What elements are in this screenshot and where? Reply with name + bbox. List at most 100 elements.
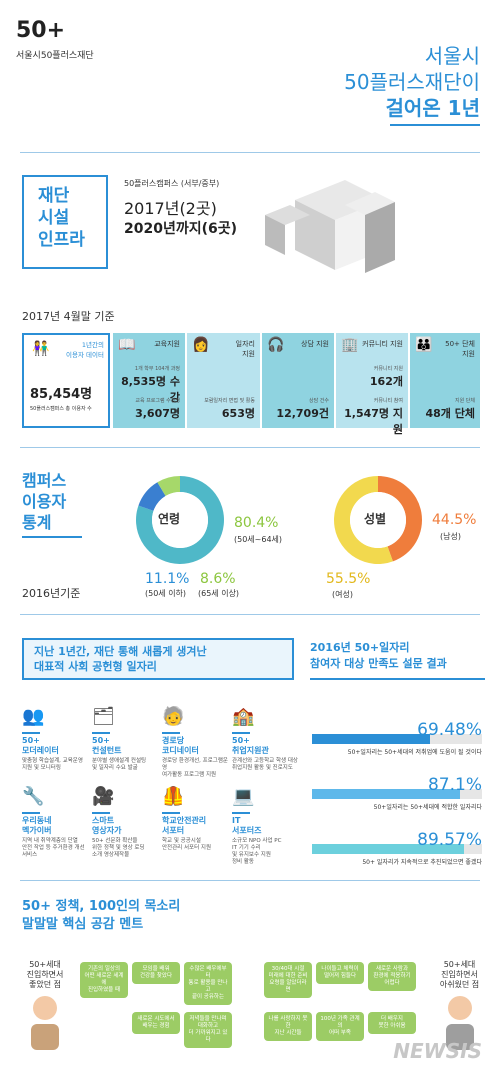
job-title: 우리동네 멕가이버	[22, 816, 52, 835]
right-speech-bubble: 새로운 사람과 환경에 적응하기 어렵다	[368, 962, 416, 991]
age-donut-chart	[136, 476, 224, 564]
divider	[20, 152, 480, 153]
jobs-header: 지난 1년간, 재단 통해 새롭게 생겨난 대표적 사회 공헌형 일자리	[22, 638, 294, 680]
users-note: 50플러스캠퍼스 총 이용자 수	[30, 406, 92, 412]
job-title-rule	[162, 732, 180, 734]
right-speech-bubble: 30/40대 시절 미래에 대한 준비 요령을 알았더라면	[264, 962, 312, 998]
age-cat-3: (65세 이상)	[198, 589, 240, 598]
woman-icon: 👩	[192, 337, 210, 353]
gender-chart-title: 성별	[364, 512, 387, 526]
book-icon: 📖	[118, 337, 136, 353]
stat-cell-note: 보람일자리 면접 및 활동	[204, 398, 255, 404]
job-title: IT 서포터즈	[232, 816, 262, 835]
infra-campus: 50플러스캠퍼스 (서부/중부)	[124, 179, 220, 188]
job-title-rule	[22, 732, 40, 734]
stat-cell-label: 50+ 단체 지원	[445, 340, 475, 358]
age-slice-0	[136, 476, 224, 564]
age-label-2: 11.1%	[145, 571, 190, 587]
school-icon: 🏫	[232, 706, 255, 727]
job-title-rule	[92, 732, 110, 734]
stat-cell: 👪 50+ 단체 지원 지원 단체 48개 단체	[410, 333, 480, 428]
age-cat-2: (50세 이하)	[145, 589, 187, 598]
stat-cell: 🎧 상담 지원 상담 건수 12,709건	[262, 333, 334, 428]
right-speech-bubble: 더 배우지 못한 아쉬움	[368, 1012, 416, 1034]
age-slice-2	[157, 476, 180, 496]
job-title: 50+ 컨설턴트	[92, 736, 122, 755]
survey-underline	[310, 678, 485, 680]
right-person-label: 50+세대 진입하면서 아쉬웠던 점	[439, 960, 480, 989]
elder-icon: 🧓	[162, 706, 185, 727]
stat-cell-label: 커뮤니티 지원	[362, 340, 403, 348]
tool-icon: 🔧	[22, 786, 45, 807]
stat-cell-note: 교육 프로그램 수강생	[135, 398, 180, 404]
job-title-rule	[162, 812, 180, 814]
age-label-1: 80.4%	[234, 515, 279, 531]
right-speech-bubble: 나이들고 체력이 떨어져 힘들다	[316, 962, 364, 984]
left-person-label: 50+세대 진입하면서 좋았던 점	[26, 960, 64, 989]
job-title: 학교안전관리 서포터	[162, 816, 207, 835]
job-title-rule	[232, 732, 250, 734]
job-description: 학교 및 공공시설 안전관리 서포터 지원	[162, 838, 212, 851]
meeting-icon: 👥	[22, 706, 45, 727]
foundation-logo: 50+	[16, 18, 66, 43]
job-description: 소규모 NPO 사업 PC IT 기기 수리 및 유지보수 지원 정비 활동	[232, 838, 282, 865]
left-speech-bubble: 기존의 일상의 어떤 새로운 세계에 진입하였을 때	[80, 962, 128, 998]
campus-stats-underline	[22, 536, 82, 538]
divider	[20, 447, 480, 448]
foundation-name: 서울시50플러스재단	[16, 51, 94, 61]
job-title-rule	[22, 812, 40, 814]
survey-bar-caption: 50+ 일자리가 지속적으로 추진되었으면 좋겠다	[362, 859, 482, 866]
donut-hole	[152, 492, 208, 548]
sad-person-icon	[446, 996, 474, 1050]
stat-cell-note: 커뮤니티 참여	[373, 398, 403, 404]
survey-bar-value: 87.1%	[427, 775, 482, 795]
survey-bar-value: 69.48%	[417, 720, 482, 740]
job-title: 50+ 취업지원관	[232, 736, 269, 755]
safety-icon: 🦺	[162, 786, 185, 807]
left-speech-bubble: 저녁들을 만나며 대화하고 더 가까워지고 있다	[184, 1012, 232, 1048]
job-description: 경로당 환경개선, 프로그램운영 여가활동 프로그램 지원	[162, 758, 228, 778]
survey-bar	[312, 844, 465, 854]
left-speech-bubble: 새로운 시도에서 배우는 경험	[132, 1012, 180, 1034]
campus-stats-title: 캠퍼스 이용자 통계	[22, 471, 67, 532]
job-title-rule	[232, 812, 250, 814]
job-description: 분야별 생애설계 컨설팅 및 일자리 수요 발굴	[92, 758, 147, 771]
headline-underline	[390, 124, 480, 126]
users-card: 👫 1년간의 이용자 데이터 85,454명 50플러스캠퍼스 총 이용자 수	[22, 333, 110, 428]
age-label-3: 8.6%	[200, 571, 236, 587]
job-title: 스마트 영상자가	[92, 816, 122, 835]
infra-label-box: 재단 시설 인프라	[22, 175, 108, 269]
policy-header: 50+ 정책, 100인의 목소리 말말말 핵심 공감 멘트	[22, 899, 181, 932]
stat-cell-value: 48개 단체	[425, 407, 476, 420]
camera-icon: 🎥	[92, 786, 115, 807]
headline-line3: 걸어온 1년	[385, 96, 480, 120]
stat-cell-label: 일자리 지원	[235, 340, 255, 358]
gender-slice-1	[334, 476, 393, 564]
stat-cell-value: 1,547명 지원	[344, 407, 403, 436]
survey-bar-caption: 50+일자리는 50+세대에 적합한 일자리다	[373, 804, 482, 811]
job-title: 50+ 모더레이터	[22, 736, 59, 755]
stat-cell-value: 12,709건	[276, 407, 329, 420]
left-speech-bubble: 수많은 배우에부터 통로 활용을 만나고 끝이 공유하는	[184, 962, 232, 1005]
headset-icon: 🎧	[267, 337, 285, 353]
stat-cell-value: 3,607명	[135, 407, 180, 420]
stat-cell-label: 교육지원	[154, 340, 180, 348]
infra-2017: 2017년(2곳)	[124, 199, 217, 218]
happy-person-icon	[31, 996, 59, 1050]
gender-slice-0	[378, 476, 422, 562]
stat-cell-value: 653명	[221, 407, 255, 420]
age-chart-title: 연령	[158, 512, 181, 526]
gender-label-male: 44.5%	[432, 512, 477, 528]
left-speech-bubble: 모임을 배워 건강을 찾았다	[132, 962, 180, 984]
survey-bar-value: 89.57%	[417, 830, 482, 850]
headline-line1: 서울시	[424, 44, 480, 68]
consult-icon: 🗂	[92, 706, 115, 727]
survey-bar-caption: 50+일자리는 50+세대의 저취업에 도움이 될 것이다	[347, 749, 482, 756]
age-cat-1: (50세~64세)	[234, 535, 283, 544]
survey-title: 2016년 50+일자리 참여자 대상 만족도 설문 결과	[310, 641, 447, 670]
job-title: 경로당 코디네이터	[162, 736, 199, 755]
job-description: 관계선와 고등학교 학생 대상 취업지원 활동 및 진로지도	[232, 758, 298, 771]
building-illustration	[265, 180, 395, 273]
campus-stats-base: 2016년기준	[22, 587, 81, 600]
survey-bar	[312, 734, 431, 744]
